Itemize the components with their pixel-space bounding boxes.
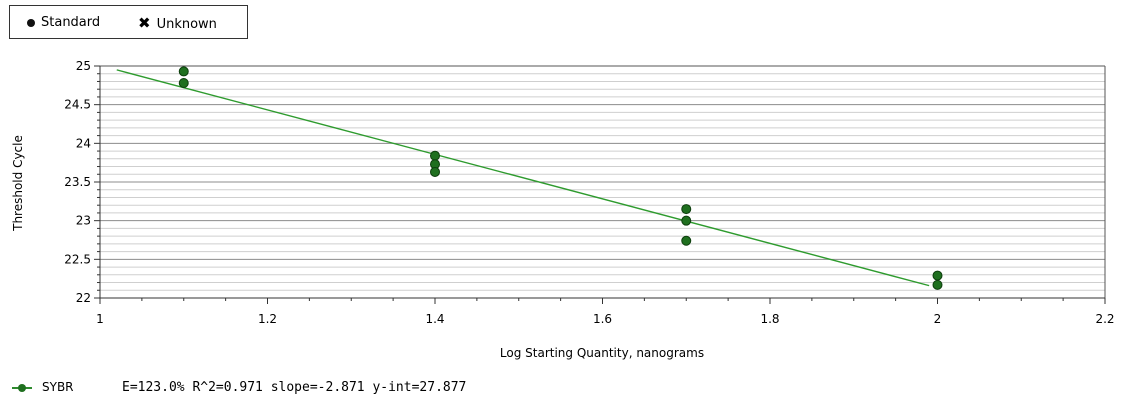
filled-circle-icon	[27, 18, 35, 27]
axes	[94, 65, 1106, 304]
x-tick-label: 1.8	[760, 312, 779, 326]
legend-item-standard[interactable]: Standard	[24, 15, 100, 31]
grid	[100, 65, 1105, 299]
data-point	[681, 215, 692, 226]
tick-labels: 22 22.5 23 23.5 24 24.5 25 1 1.2 1.4 1.6 1.8 2 2.2	[64, 59, 1114, 326]
x-tick-label: 2	[934, 312, 942, 326]
data-point	[932, 270, 943, 281]
data-point	[681, 204, 692, 215]
x-axis-label: Log Starting Quantity, nanograms	[500, 346, 704, 360]
x-tick-label: 1.6	[593, 312, 612, 326]
y-tick-label: 22.5	[64, 252, 91, 266]
y-tick-label: 25	[76, 59, 91, 73]
data-point	[178, 66, 189, 77]
chart-legend: Standard ✖ Unknown	[9, 5, 248, 39]
series-line-marker-icon	[10, 383, 36, 393]
standard-curve-fit-line	[116, 69, 930, 287]
fit-line-layer	[116, 69, 930, 287]
cross-icon: ✖	[138, 14, 151, 32]
series-summary: SYBR E=123.0% R^2=0.971 slope=-2.871 y-in…	[10, 380, 466, 395]
y-tick-label: 24.5	[64, 98, 91, 112]
y-tick-label: 22	[76, 291, 91, 305]
legend-label-unknown: Unknown	[156, 17, 217, 32]
y-axis-label: Threshold Cycle	[11, 135, 25, 232]
y-tick-label: 24	[76, 136, 91, 150]
data-point	[932, 279, 943, 290]
legend-label-standard: Standard	[41, 15, 101, 30]
y-tick-label: 23	[76, 214, 91, 228]
data-point	[178, 78, 189, 89]
x-tick-label: 1.2	[258, 312, 277, 326]
data-point	[681, 235, 692, 246]
y-tick-label: 23.5	[64, 175, 91, 189]
data-point	[430, 166, 440, 177]
series-stats: E=123.0% R^2=0.971 slope=-2.871 y-int=27…	[122, 380, 467, 395]
x-tick-label: 1.4	[425, 312, 444, 326]
data-points	[178, 66, 943, 290]
series-name: SYBR	[42, 380, 74, 394]
x-tick-label: 1	[96, 312, 104, 326]
legend-item-unknown[interactable]: ✖ Unknown	[136, 15, 217, 33]
data-point	[430, 150, 440, 161]
x-tick-label: 2.2	[1095, 312, 1114, 326]
